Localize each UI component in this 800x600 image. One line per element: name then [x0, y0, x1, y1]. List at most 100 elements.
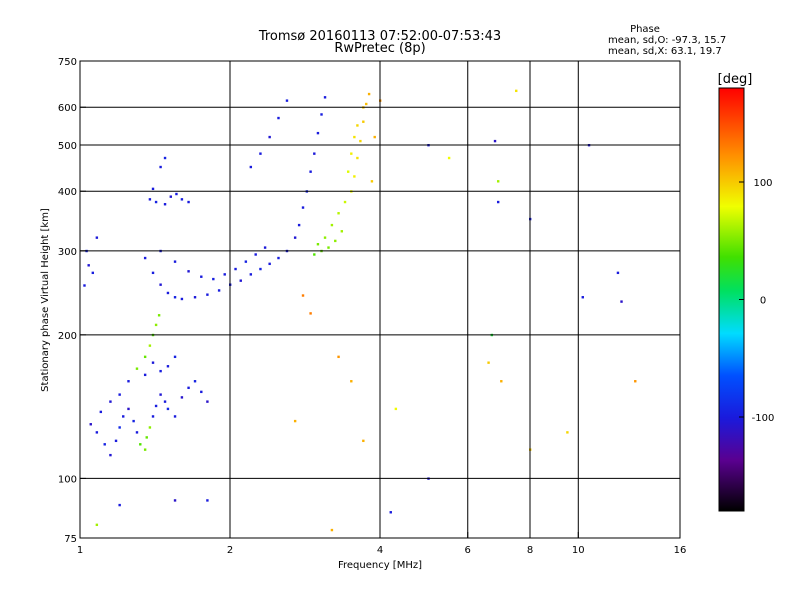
- data-point-s1: [249, 165, 253, 169]
- data-point-s3: [496, 180, 500, 183]
- data-point-s2: [350, 152, 353, 155]
- y-tick-label: 500: [58, 141, 77, 152]
- data-point-s1: [259, 152, 262, 155]
- data-point-s0: [135, 431, 139, 434]
- data-point-s0: [114, 439, 118, 443]
- data-point-s2: [353, 175, 356, 178]
- data-point-s3: [620, 300, 623, 303]
- data-point-s0: [127, 407, 130, 411]
- data-point-s1: [180, 198, 184, 201]
- data-point-s2: [323, 236, 327, 239]
- data-point-s1: [223, 273, 226, 276]
- gridlines: [80, 61, 680, 538]
- data-point-s0: [87, 264, 90, 267]
- data-point-s0: [154, 404, 158, 408]
- data-point-s1: [320, 113, 323, 116]
- data-point-s2: [370, 180, 374, 183]
- data-point-s1: [151, 271, 155, 275]
- data-point-s0: [143, 373, 147, 377]
- data-point-s1: [239, 279, 242, 282]
- data-point-s1: [151, 187, 155, 191]
- data-point-s0: [148, 344, 152, 347]
- data-point-s1: [217, 289, 221, 292]
- data-point-s3: [500, 380, 503, 383]
- colorbar-label: [deg]: [718, 72, 753, 87]
- data-point-s1: [187, 270, 190, 273]
- data-point-s2: [359, 139, 362, 143]
- data-point-s2: [313, 253, 316, 256]
- data-point-s1: [277, 116, 280, 120]
- colorbar-tick-label: 0: [760, 296, 766, 307]
- data-point-s0: [151, 361, 155, 364]
- data-point-s1: [173, 260, 177, 263]
- data-point-s0: [135, 367, 139, 370]
- y-tick-label: 100: [58, 474, 77, 485]
- data-point-s0: [95, 431, 99, 434]
- data-point-s0: [159, 393, 162, 396]
- data-point-s1: [187, 200, 190, 204]
- data-point-s2: [353, 135, 356, 139]
- data-point-s1: [175, 192, 178, 196]
- data-point-s0: [166, 365, 170, 368]
- data-point-s0: [173, 415, 177, 418]
- data-point-s0: [159, 369, 162, 373]
- data-point-s2: [330, 223, 334, 227]
- x-tick-label: 1: [77, 545, 83, 556]
- data-point-s0: [95, 236, 99, 239]
- data-point-s1: [200, 275, 203, 278]
- data-point-s0: [109, 400, 112, 403]
- data-point-s0: [187, 386, 190, 390]
- data-point-s1: [193, 296, 197, 299]
- data-point-s0: [132, 419, 135, 423]
- data-point-s1: [316, 131, 320, 135]
- data-point-s1: [154, 200, 158, 204]
- data-point-s1: [169, 195, 173, 198]
- data-point-s1: [277, 256, 280, 260]
- data-point-s3: [493, 139, 497, 143]
- data-point-s0: [157, 314, 161, 317]
- data-point-s3: [293, 419, 297, 423]
- data-point-s0: [143, 448, 147, 451]
- data-point-s3: [330, 528, 334, 532]
- data-point-s3: [118, 503, 121, 507]
- data-point-s1: [309, 170, 312, 173]
- data-point-s0: [163, 400, 167, 403]
- data-point-s0: [206, 400, 209, 403]
- data-point-s2: [367, 92, 371, 96]
- data-point-s0: [148, 426, 152, 429]
- data-point-s1: [173, 296, 177, 299]
- data-point-s1: [285, 99, 289, 102]
- stats-header: Phase: [630, 24, 660, 35]
- data-point-s2: [356, 156, 359, 160]
- x-tick-label: 8: [527, 545, 533, 556]
- x-tick-label: 16: [674, 545, 687, 556]
- stats-line-o: mean, sd,O: -97.3, 15.7: [608, 35, 726, 46]
- data-point-s2: [343, 200, 347, 204]
- data-point-s3: [487, 361, 490, 364]
- chart-title: Tromsø 20160113 07:52:00-07:53:43: [258, 29, 501, 44]
- data-point-s3: [362, 439, 365, 443]
- data-point-s3: [206, 499, 209, 502]
- y-tick-label: 600: [58, 103, 77, 114]
- y-tick-labels: 75 100 200 300 400 500 600 750: [58, 57, 86, 545]
- data-point-s3: [616, 271, 620, 275]
- data-point-s0: [145, 436, 148, 439]
- data-point-s0: [143, 355, 147, 359]
- colorbar-ticks: 100 0 -100: [739, 178, 774, 424]
- data-point-s2: [316, 243, 320, 246]
- data-point-s1: [148, 198, 152, 201]
- data-point-s0: [166, 407, 170, 411]
- chart-subtitle: RwPretec (8p): [334, 41, 425, 56]
- data-point-s0: [83, 284, 86, 287]
- data-point-s1: [159, 283, 162, 286]
- data-point-s0: [151, 415, 155, 418]
- data-point-s3: [394, 407, 398, 411]
- data-point-s0: [103, 443, 106, 446]
- data-point-s1: [206, 293, 209, 296]
- y-tick-label: 750: [58, 57, 77, 68]
- data-point-s3: [301, 294, 305, 297]
- stats-line-x: mean, sd,X: 63.1, 19.7: [608, 46, 722, 57]
- data-point-s3: [173, 499, 177, 502]
- data-point-s2: [327, 246, 330, 249]
- data-point-s0: [109, 453, 112, 457]
